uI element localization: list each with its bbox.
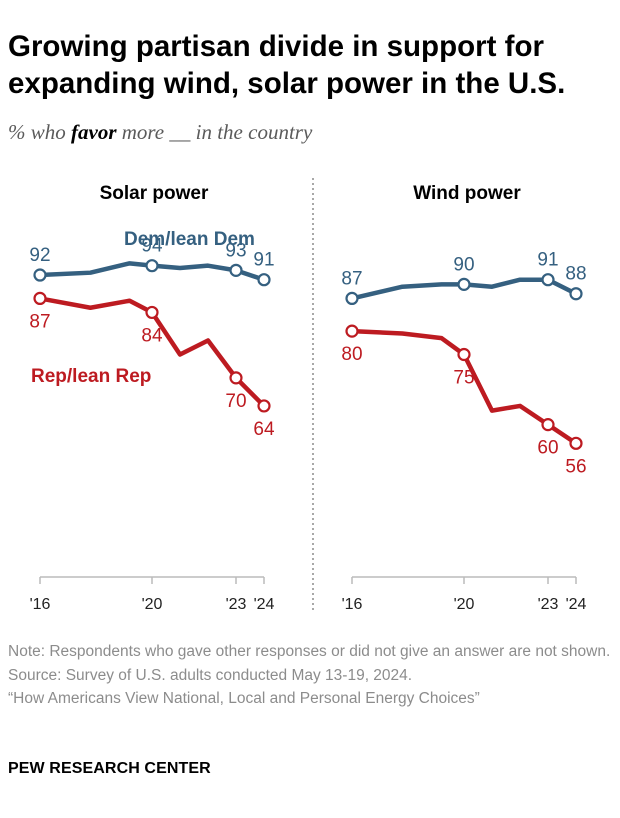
solar-powerrep-point [33,291,47,305]
wind-powerrep-data-label: 60 [537,438,558,459]
wind-powerdem-point [457,277,471,291]
charts-area: Solar power '16 '20 '23 '24 92 94 93 91 87 84 70 64 W… [29,178,587,613]
solar-powerx-tick-label: '24 [254,596,275,613]
solar-powerdem-point [229,263,243,277]
note-text: Note: Respondents who gave other respons… [8,643,611,660]
wind-powerx-tick-label: '23 [538,596,559,613]
solar-powerdem-data-label: 92 [29,245,50,266]
solar-powerdem-data-label: 94 [141,236,163,257]
source-text: Source: Survey of U.S. adults conducted … [8,666,413,684]
wind-powerdem-data-label: 88 [565,264,586,285]
wind-powerdem-data-label: 87 [341,268,362,289]
subtitle-prefix: % who [8,120,71,144]
wind-powerx-tick-label: '20 [454,596,475,613]
wind-powerrep-data-label: 75 [453,368,474,389]
solar-powerdem-data-label: 93 [225,240,246,261]
wind-powerrep-data-label: 80 [341,344,362,365]
solar-powerdem-point [145,259,159,273]
wind-powerdem-point [569,287,583,301]
solar-powerrep-data-label: 87 [29,311,50,332]
notes-block: Note: Respondents who gave other respons… [8,640,613,711]
chart-subtitle: % who favor more __ in the country [8,120,312,145]
solar-powerx-tick-label: '23 [226,596,247,613]
wind-powerdem-point [541,273,555,287]
wind-powerrep-point [569,436,583,450]
wind-powerdem-point [345,291,359,305]
solar-powerrep-point [229,371,243,385]
wind-powerdem-data-label: 90 [453,254,474,275]
wind-powerx-tick-label: '16 [342,596,363,613]
solar-powerx-tick-label: '20 [142,596,163,613]
solar-powerdem-point [257,273,271,287]
solar-powerpanel-title: Solar power [100,183,209,204]
wind-powerrep-point [457,347,471,362]
solar-powerdem-data-label: 91 [253,250,274,271]
solar-powerrep-data-label: 70 [225,391,246,412]
solar-powerrep-point [257,399,271,413]
solar-powerx-tick-label: '16 [30,596,51,613]
wind-powerdem-data-label: 91 [537,250,558,271]
wind-powerrep-data-label: 56 [565,456,586,477]
subtitle-emphasis: favor [71,120,117,144]
solar-powerrep-data-label: 84 [141,325,163,346]
wind-powerrep-point [541,418,555,432]
brand-logo-text: PEW RESEARCH CENTER [8,760,211,777]
solar-powerrep-line [37,296,267,409]
report-title-text: “How Americans View National, Local and … [8,690,480,707]
solar-powerdem-point [33,268,47,282]
legend-dem-label: Dem/lean Dem [124,229,255,250]
subtitle-suffix: more __ in the country [116,120,313,144]
solar-powerrep-point [145,305,159,320]
wind-powerpanel-title: Wind power [413,183,521,204]
wind-powerrep-point [345,324,359,338]
legend-rep-label: Rep/lean Rep [31,366,151,387]
wind-powerx-tick-label: '24 [566,596,587,613]
solar-powerrep-data-label: 64 [253,419,275,440]
chart-title: Growing partisan divide in support for e… [8,30,566,100]
